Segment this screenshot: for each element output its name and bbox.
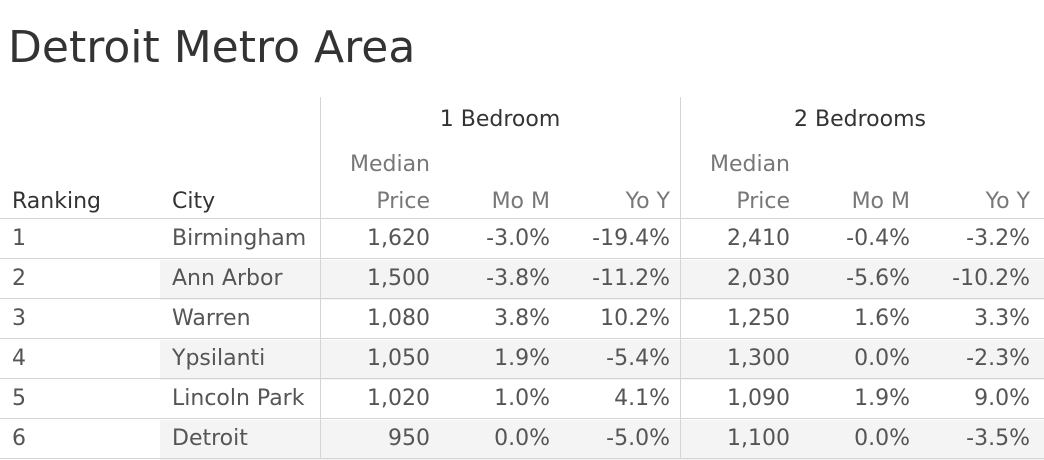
value-cell: -2.3%: [966, 346, 1030, 371]
column-header: Mo M: [491, 189, 550, 214]
value-cell: 0.0%: [854, 426, 910, 451]
city-cell: Ypsilanti: [172, 346, 266, 371]
value-cell: 1,080: [367, 306, 430, 331]
value-cell: 1,090: [727, 386, 790, 411]
value-cell: 1,620: [367, 226, 430, 251]
value-cell: -3.8%: [486, 266, 550, 291]
value-cell: 4.1%: [614, 386, 670, 411]
value-cell: 3.3%: [974, 306, 1030, 331]
value-cell: 1.9%: [854, 386, 910, 411]
column-header: Median: [709, 152, 790, 177]
row-stripe: [160, 260, 1044, 300]
value-cell: -11.2%: [592, 266, 670, 291]
value-cell: 1,020: [367, 386, 430, 411]
row-rule: [0, 418, 1044, 419]
value-cell: 9.0%: [974, 386, 1030, 411]
column-header: Price: [376, 189, 430, 214]
value-cell: 2,410: [727, 226, 790, 251]
value-cell: -0.4%: [846, 226, 910, 251]
column-header: Yo Y: [985, 189, 1030, 214]
ranking-cell: 4: [12, 346, 26, 371]
city-cell: Birmingham: [172, 226, 307, 251]
value-cell: 1,100: [727, 426, 790, 451]
city-cell: Ann Arbor: [172, 266, 283, 291]
value-cell: 1,050: [367, 346, 430, 371]
group-divider: [320, 97, 321, 458]
value-cell: 2,030: [727, 266, 790, 291]
city-header: City: [172, 189, 216, 214]
value-cell: 1.9%: [494, 346, 550, 371]
ranking-cell: 5: [12, 386, 26, 411]
value-cell: 3.8%: [494, 306, 550, 331]
value-cell: 1.6%: [854, 306, 910, 331]
ranking-cell: 3: [12, 306, 26, 331]
city-cell: Lincoln Park: [172, 386, 305, 411]
ranking-header: Ranking: [12, 189, 101, 214]
value-cell: -3.2%: [966, 226, 1030, 251]
ranking-cell: 2: [12, 266, 26, 291]
value-cell: -5.0%: [606, 426, 670, 451]
value-cell: -10.2%: [952, 266, 1030, 291]
column-header: Mo M: [851, 189, 910, 214]
row-stripe: [160, 420, 1044, 460]
row-rule: [0, 258, 1044, 259]
row-rule: [0, 458, 1044, 459]
header-rule: [0, 218, 1044, 219]
value-cell: -5.6%: [846, 266, 910, 291]
row-rule: [0, 338, 1044, 339]
value-cell: -19.4%: [592, 226, 670, 251]
title: Detroit Metro Area: [8, 22, 416, 73]
value-cell: -5.4%: [606, 346, 670, 371]
city-cell: Detroit: [172, 426, 248, 451]
value-cell: -3.0%: [486, 226, 550, 251]
value-cell: 1,250: [727, 306, 790, 331]
column-header: Yo Y: [625, 189, 670, 214]
city-cell: Warren: [172, 306, 251, 331]
row-stripe: [160, 340, 1044, 380]
group-header: 2 Bedrooms: [794, 107, 926, 132]
ranking-cell: 6: [12, 426, 26, 451]
value-cell: -3.5%: [966, 426, 1030, 451]
group-divider: [680, 97, 681, 458]
column-header: Price: [736, 189, 790, 214]
value-cell: 950: [388, 426, 430, 451]
value-cell: 1,500: [367, 266, 430, 291]
value-cell: 0.0%: [494, 426, 550, 451]
ranking-cell: 1: [12, 226, 26, 251]
value-cell: 10.2%: [600, 306, 670, 331]
value-cell: 1.0%: [494, 386, 550, 411]
group-header: 1 Bedroom: [439, 107, 561, 132]
row-rule: [0, 378, 1044, 379]
column-header: Median: [349, 152, 430, 177]
value-cell: 1,300: [727, 346, 790, 371]
row-rule: [0, 298, 1044, 299]
value-cell: 0.0%: [854, 346, 910, 371]
